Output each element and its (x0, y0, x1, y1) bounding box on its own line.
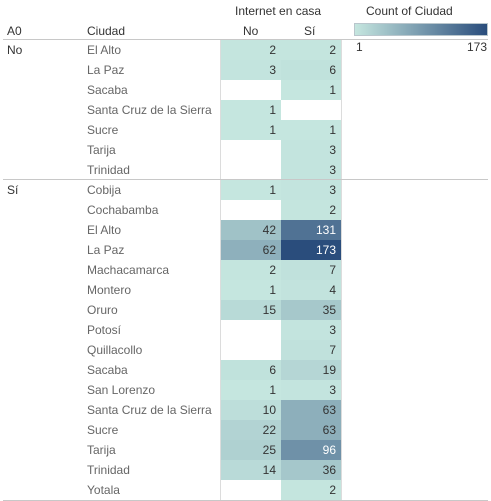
city-label: Cochabamba (87, 203, 159, 217)
city-label: Trinidad (87, 463, 130, 477)
cell-no: 10 (221, 400, 281, 420)
column-divider (341, 180, 342, 500)
city-label: Tarija (87, 443, 116, 457)
column-group-header: Internet en casa (235, 4, 322, 18)
cell-no: 1 (221, 100, 281, 120)
header-divider (3, 39, 488, 40)
cell-si: 1 (281, 80, 341, 100)
cell-si: 3 (281, 180, 341, 200)
column-header-no: No (243, 24, 259, 38)
city-label: Sacaba (87, 83, 128, 97)
cell-si: 19 (281, 360, 341, 380)
cell-no: 2 (221, 40, 281, 60)
group-divider (3, 179, 488, 180)
column-divider (220, 40, 221, 180)
cell-no: 14 (221, 460, 281, 480)
cell-si: 2 (281, 40, 341, 60)
cell-si: 36 (281, 460, 341, 480)
cell-si: 2 (281, 200, 341, 220)
city-label: El Alto (87, 43, 122, 57)
city-label: Montero (87, 283, 132, 297)
cell-no: 1 (221, 280, 281, 300)
cell-si: 7 (281, 340, 341, 360)
city-label: Santa Cruz de la Sierra (87, 403, 212, 417)
legend-title: Count of Ciudad (366, 4, 453, 18)
cell-no: 1 (221, 120, 281, 140)
column-divider (220, 180, 221, 500)
city-label: Santa Cruz de la Sierra (87, 103, 212, 117)
cell-si: 3 (281, 160, 341, 180)
legend-max-label: 173 (466, 40, 487, 54)
row-dim1-header: A0 (7, 24, 22, 38)
city-label: El Alto (87, 223, 122, 237)
city-label: Potosí (87, 323, 122, 337)
city-label: Machacamarca (87, 263, 170, 277)
cell-si: 3 (281, 380, 341, 400)
cell-si: 63 (281, 400, 341, 420)
cell-si: 35 (281, 300, 341, 320)
row-dim2-header: Ciudad (87, 24, 126, 38)
cell-si: 2 (281, 480, 341, 500)
city-label: San Lorenzo (87, 383, 156, 397)
legend-min-label: 1 (356, 40, 363, 54)
cell-no: 3 (221, 60, 281, 80)
cell-si: 7 (281, 260, 341, 280)
cell-no: 1 (221, 180, 281, 200)
city-label: Trinidad (87, 163, 130, 177)
city-label: Sacaba (87, 363, 128, 377)
city-label: La Paz (87, 243, 125, 257)
city-label: Yotala (87, 483, 120, 497)
cell-si: 3 (281, 140, 341, 160)
city-label: La Paz (87, 63, 125, 77)
city-label: Oruro (87, 303, 118, 317)
city-label: Sucre (87, 123, 119, 137)
city-label: Sucre (87, 423, 119, 437)
cell-no: 15 (221, 300, 281, 320)
cell-si: 3 (281, 320, 341, 340)
cell-si: 96 (281, 440, 341, 460)
legend-gradient-bar (354, 23, 488, 36)
cell-no: 62 (221, 240, 281, 260)
cell-no: 6 (221, 360, 281, 380)
cell-si: 6 (281, 60, 341, 80)
cell-si: 4 (281, 280, 341, 300)
city-label: Cobija (87, 183, 122, 197)
cell-no: 1 (221, 380, 281, 400)
column-header-si: Sí (304, 24, 316, 38)
cell-si: 63 (281, 420, 341, 440)
group-label: No (7, 43, 23, 57)
cell-si: 173 (281, 240, 341, 260)
city-label: Tarija (87, 143, 116, 157)
column-divider (341, 40, 342, 180)
cell-no: 25 (221, 440, 281, 460)
group-label: Sí (7, 183, 19, 197)
cell-no: 42 (221, 220, 281, 240)
cell-si: 131 (281, 220, 341, 240)
city-label: Quillacollo (87, 343, 143, 357)
cell-no: 2 (221, 260, 281, 280)
cell-no: 22 (221, 420, 281, 440)
cell-si: 1 (281, 120, 341, 140)
